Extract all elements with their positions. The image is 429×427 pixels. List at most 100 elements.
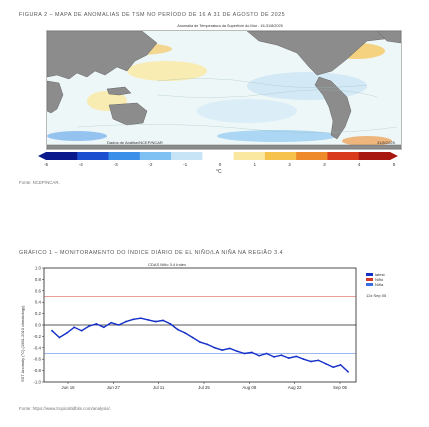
series-point <box>110 321 113 324</box>
y-tick-label: -0.2 <box>33 334 41 339</box>
colorbar-segment <box>264 152 297 160</box>
y-tick-label: 1.0 <box>35 266 42 271</box>
legend-label: Niña <box>375 282 384 287</box>
series-point <box>139 317 142 320</box>
legend-label: Niño <box>375 277 384 282</box>
colorbar-tick-label: 4 <box>357 162 361 167</box>
chart-legend: latest Niño Niña 12z Sep 05 <box>366 272 416 298</box>
colorbar-tick-label: 1 <box>253 162 257 167</box>
y-tick-label: 0.8 <box>35 277 42 282</box>
y-tick-label: -1.0 <box>33 380 41 385</box>
colorbar-tick-label: 5 <box>392 162 396 167</box>
x-tick-label: Jul 25 <box>198 385 210 390</box>
series-point <box>324 362 327 365</box>
series-point <box>184 332 187 334</box>
x-tick-label: Aug 08 <box>242 385 256 390</box>
y-tick-label: 0.0 <box>35 323 42 328</box>
series-point <box>273 356 275 358</box>
series-point <box>213 346 216 349</box>
series-point <box>65 332 68 334</box>
series-point <box>95 322 98 325</box>
y-tick-label: 0.2 <box>35 311 42 316</box>
y-tick-label: -0.6 <box>33 357 41 362</box>
x-tick-label: Jun 27 <box>107 385 121 390</box>
series-point <box>243 352 246 355</box>
colorbar-tick-label: -5 <box>43 162 49 167</box>
colorbar-tick-labels: -5 -4 -3 -2 -1 0 1 2 3 4 5 <box>34 162 406 170</box>
series-point <box>287 357 290 359</box>
grafico1-title: GRÁFICO 1 – MONITORAMENTO DO ÍNDICE DIÁR… <box>19 250 284 256</box>
colorbar-tick-label: 2 <box>288 162 291 167</box>
series-point <box>117 324 120 326</box>
y-tick-label: 0.6 <box>35 288 42 293</box>
map-caption: Anomalia de Temperatura da Superfície do… <box>177 24 283 28</box>
series-point <box>176 328 179 331</box>
series-line-latest <box>51 317 349 373</box>
series-point <box>280 354 283 357</box>
series-point <box>206 343 209 346</box>
colorbar-segment <box>108 152 141 160</box>
x-tick-label: Sep 05 <box>333 385 347 390</box>
series-point <box>80 329 83 332</box>
series-point <box>250 351 253 354</box>
series-point <box>132 318 135 321</box>
map-footer-right: 31/8/2025 <box>377 140 396 145</box>
colorbar-tick-label: -1 <box>183 162 188 167</box>
figure2-source: Fonte: NCEP/NCAR. <box>19 180 60 185</box>
series-point <box>169 322 172 325</box>
series-point <box>310 360 312 363</box>
series-point <box>347 370 349 373</box>
figure2-title: FIGURA 2 – MAPA DE ANOMALIAS DE TSM NO P… <box>19 12 286 18</box>
series-point <box>199 341 201 343</box>
colorbar-segment <box>202 152 235 160</box>
legend-item: Niña <box>366 282 416 287</box>
legend-swatch <box>366 273 373 277</box>
series-point <box>265 352 268 355</box>
y-tick-label: -0.8 <box>33 368 41 373</box>
map-footer-left: Dados de Análise/NCEP/NCAR <box>107 140 163 145</box>
colorbar-unit: °C <box>216 169 222 175</box>
series-point <box>317 359 320 362</box>
series-point <box>236 350 238 353</box>
series-point <box>102 326 105 329</box>
colorbar-segment <box>327 152 360 160</box>
series-point <box>191 336 194 339</box>
colorbar-tick-label: 3 <box>323 162 326 167</box>
y-axis-label: SST Anomaly (°C) (1981-2010 climatology) <box>20 305 25 382</box>
series-point <box>258 354 261 357</box>
legend-item: latest <box>366 272 416 277</box>
x-tick-label: Jul 11 <box>153 385 165 390</box>
chart-caption: CDAS Niño 3.4 Index <box>148 262 187 267</box>
colorbar-segment <box>77 152 110 160</box>
colorbar-segment <box>171 152 203 160</box>
colorbar-tick-label: -3 <box>113 162 118 167</box>
x-tick-label: Jun 16 <box>61 385 75 390</box>
series-point <box>125 320 127 323</box>
colorbar-tick-label: -4 <box>78 162 83 167</box>
series-point <box>228 347 231 350</box>
colorbar-segment <box>358 152 391 160</box>
series-point <box>302 358 305 361</box>
colorbar-tick-label: -2 <box>148 162 153 167</box>
series-point <box>154 320 157 323</box>
series-point <box>162 319 164 322</box>
legend-swatch <box>366 278 373 282</box>
series-point <box>295 355 298 358</box>
series-point <box>73 326 76 329</box>
series-point <box>147 318 150 321</box>
colorbar-right-arrow <box>390 152 398 160</box>
legend-label: latest <box>375 272 385 277</box>
y-tick-label: 0.4 <box>35 300 42 305</box>
series-point <box>339 364 342 366</box>
grafico1-source: Fonte: https://www.tropicaltidbits.com/a… <box>19 406 111 411</box>
series-point <box>51 329 53 332</box>
colorbar-tick-label: 0 <box>218 162 222 167</box>
series-point <box>332 366 335 369</box>
series-point <box>221 349 224 351</box>
colorbar-segment <box>46 152 78 160</box>
colorbar-segment <box>233 152 266 160</box>
colorbar <box>38 152 398 160</box>
colorbar-left-arrow <box>38 152 46 160</box>
x-tick-label: Aug 22 <box>288 385 302 390</box>
